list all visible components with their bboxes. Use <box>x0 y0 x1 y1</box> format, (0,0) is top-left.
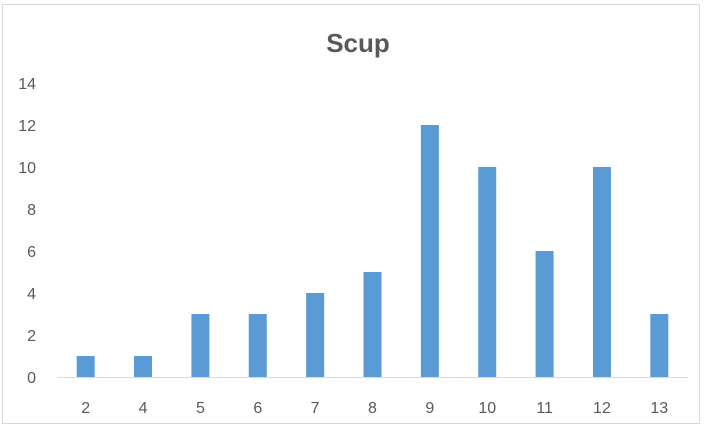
y-tick-label: 6 <box>27 244 36 261</box>
bars-group <box>76 125 669 377</box>
bar <box>535 251 554 377</box>
y-tick-label: 10 <box>18 160 36 177</box>
y-tick-label: 8 <box>27 202 36 219</box>
bar <box>650 314 669 377</box>
chart-frame <box>2 4 700 424</box>
x-tick-label: 2 <box>81 400 90 417</box>
bar <box>420 125 439 377</box>
x-tick-label: 4 <box>139 400 148 417</box>
chart-title: Scup <box>326 28 390 58</box>
x-axis-ticks: 2 4 5 6 7 8 9 10 11 12 13 <box>81 400 668 417</box>
y-tick-label: 14 <box>18 76 36 93</box>
y-tick-label: 4 <box>27 286 36 303</box>
bar <box>306 293 325 377</box>
x-tick-label: 13 <box>650 400 668 417</box>
bar <box>478 167 497 377</box>
bar <box>191 314 210 377</box>
x-tick-label: 7 <box>311 400 320 417</box>
bar <box>76 356 95 377</box>
y-tick-label: 12 <box>18 118 36 135</box>
x-tick-label: 6 <box>253 400 262 417</box>
bar <box>248 314 267 377</box>
x-tick-label: 8 <box>368 400 377 417</box>
bar <box>592 167 611 377</box>
x-tick-label: 9 <box>425 400 434 417</box>
x-tick-label: 12 <box>593 400 611 417</box>
bar <box>134 356 153 377</box>
x-tick-label: 5 <box>196 400 205 417</box>
y-axis-ticks: 0 2 4 6 8 10 12 14 <box>18 76 36 387</box>
x-tick-label: 10 <box>478 400 496 417</box>
y-tick-label: 0 <box>27 370 36 387</box>
y-tick-label: 2 <box>27 328 36 345</box>
x-tick-label: 11 <box>536 400 553 417</box>
bar <box>363 272 382 377</box>
